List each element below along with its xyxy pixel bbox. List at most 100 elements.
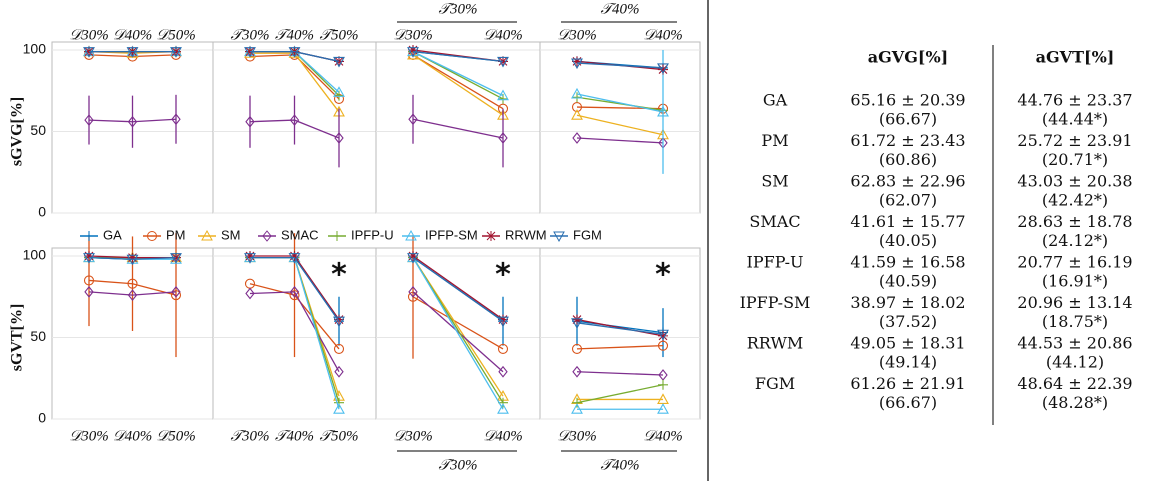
point-marker	[657, 403, 669, 414]
cell: 44.76 ± 23.37	[1017, 91, 1132, 110]
point-marker	[126, 254, 139, 266]
x-tick-label: 𝒟40%	[643, 27, 682, 43]
legend-marker	[405, 229, 417, 241]
x-tick-label: 𝒟30%	[557, 428, 596, 444]
cell: 25.72 ± 23.91	[1017, 131, 1132, 150]
series-line	[576, 137, 664, 144]
point-marker	[407, 253, 419, 264]
x-tick-label: 𝒟40%	[483, 428, 522, 444]
cell: (48.28*)	[1042, 393, 1108, 412]
y-tick-label: 100	[23, 247, 47, 263]
series-line	[412, 257, 504, 322]
legend-marker	[486, 231, 496, 241]
point-marker	[571, 102, 583, 113]
legend-marker	[201, 229, 213, 241]
point-marker	[171, 113, 181, 126]
point-marker	[244, 253, 256, 264]
point-marker	[244, 47, 256, 58]
point-marker	[83, 47, 95, 58]
cell: 65.16 ± 20.39	[850, 91, 965, 110]
x-tick-label: 𝒟40%	[643, 428, 682, 444]
point-marker	[497, 343, 509, 354]
point-marker	[497, 103, 509, 114]
series-line	[249, 54, 340, 100]
point-marker	[571, 403, 583, 414]
cell: 20.77 ± 16.19	[1017, 253, 1132, 272]
cell: 61.72 ± 23.43	[850, 131, 965, 150]
point-marker	[127, 289, 138, 302]
x-tick-label: 𝒯40%	[275, 428, 314, 444]
point-marker	[334, 397, 344, 408]
point-marker	[408, 285, 418, 298]
cell: (42.42*)	[1042, 191, 1108, 210]
panel-frame	[539, 41, 701, 214]
table-header: aGVG[%]	[868, 48, 948, 67]
series-line	[576, 320, 664, 334]
cell: (60.86)	[879, 150, 937, 169]
y-axis-label: sGVG[%]	[9, 97, 26, 166]
x-tick-label: 𝒟50%	[156, 27, 195, 43]
point-marker	[83, 275, 95, 286]
point-marker	[572, 314, 582, 325]
series-line	[576, 384, 664, 404]
point-marker	[571, 109, 583, 120]
point-marker	[334, 132, 344, 144]
legend-marker	[553, 231, 565, 243]
legend-label: FGM	[573, 227, 602, 242]
point-marker	[334, 314, 344, 325]
point-marker	[657, 63, 669, 75]
point-marker	[333, 403, 345, 414]
table-header: aGVT[%]	[1036, 48, 1115, 67]
point-marker	[497, 56, 509, 68]
group-label: 𝒯40%	[601, 1, 640, 17]
y-axis-label: sGVT[%]	[9, 304, 26, 372]
row-label: IPFP-U	[747, 253, 804, 272]
legend-label: SMAC	[281, 227, 319, 242]
row-label: RRWM	[747, 334, 804, 353]
point-marker	[127, 252, 138, 263]
point-marker	[245, 115, 255, 128]
cell: (20.71*)	[1042, 150, 1108, 169]
x-tick-label: 𝒯50%	[320, 428, 359, 444]
series-line	[412, 291, 504, 373]
point-marker	[288, 47, 301, 58]
y-tick-label: 100	[23, 41, 47, 57]
series-line	[412, 257, 504, 410]
point-marker	[572, 56, 582, 67]
series-line	[249, 291, 340, 373]
y-tick-label: 0	[38, 204, 46, 220]
series-line	[412, 54, 504, 110]
point-marker	[334, 365, 344, 378]
point-marker	[289, 251, 300, 261]
cell: (66.67)	[879, 393, 937, 412]
point-marker	[498, 314, 508, 325]
y-tick-label: 50	[30, 328, 46, 344]
legend-label: SM	[221, 227, 241, 242]
annotation: *	[331, 258, 347, 293]
point-marker	[333, 86, 345, 97]
series-line	[576, 345, 664, 350]
point-marker	[408, 251, 418, 261]
point-marker	[407, 48, 419, 60]
point-marker	[288, 253, 301, 264]
series-line	[412, 255, 504, 321]
series-line	[576, 318, 664, 337]
point-marker	[658, 64, 668, 75]
cell: (18.75*)	[1042, 312, 1108, 331]
legend-label: IPFP-SM	[425, 227, 478, 242]
point-marker	[245, 287, 255, 300]
series-line	[88, 291, 177, 296]
x-tick-label: 𝒯30%	[231, 27, 270, 43]
point-marker	[657, 329, 669, 341]
y-tick-label: 50	[30, 122, 46, 138]
point-marker	[571, 343, 583, 354]
point-marker	[245, 251, 255, 261]
x-tick-label: 𝒟30%	[393, 428, 432, 444]
point-marker	[497, 316, 509, 328]
point-marker	[84, 285, 94, 298]
legend-marker	[262, 230, 272, 242]
cell: 41.61 ± 15.77	[850, 212, 965, 231]
x-tick-label: 𝒯30%	[231, 428, 270, 444]
cell: (44.12)	[1046, 353, 1104, 372]
cell: 28.63 ± 18.78	[1017, 212, 1132, 231]
